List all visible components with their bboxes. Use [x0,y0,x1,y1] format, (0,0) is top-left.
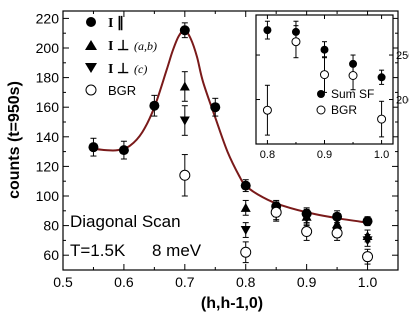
x-axis-label: (h,h-1,0) [201,295,263,312]
legend-marker-up-triangle [85,40,97,50]
data-point-filled-circle [149,100,160,111]
legend-label-bgr: BGR [108,83,136,98]
inset-legend-marker-filled-circle [317,90,325,98]
data-point-filled-circle [118,145,129,156]
data-point-open-circle [179,169,191,181]
x-tick-label: 0.7 [175,274,195,290]
y-tick-label: 60 [43,247,59,263]
annotation-energy: 8 meV [152,241,202,260]
x-tick-label: 0.8 [236,274,256,290]
data-point-open-circle [362,251,374,263]
x-tick-label: 0.5 [53,274,73,290]
inset-data-point-open-circle [348,70,358,80]
inset-legend-label-bgr: BGR [331,103,357,117]
data-point-filled-circle [362,216,373,227]
inset-axis-ticks: 0.8 0.9 1.0 200 250 [256,15,409,161]
inset-x-tick-label: 1.0 [374,149,389,161]
fit-curve [93,29,368,224]
data-point-filled-circle [240,180,251,191]
inset-legend: Sum SF BGR [316,87,374,117]
y-axis-label: counts (t=950s) [6,81,23,199]
legend-marker-open-circle [85,84,97,96]
y-tick-label: 180 [36,70,60,86]
data-point-open-circle [240,246,252,258]
y-tick-label: 200 [36,40,60,56]
inset-data-point-filled-circle [263,26,272,35]
inset-legend-label-sum-sf: Sum SF [331,87,374,101]
legend-suffix-c: (c) [134,62,147,76]
data-point-open-circle [301,226,313,238]
inset-data-point-open-circle [291,37,301,47]
inset-data-point-filled-circle [320,45,329,54]
inset-legend-marker-open-circle [316,105,326,115]
inset-data-point-open-circle [262,105,272,115]
legend-marker-filled-circle [86,17,96,27]
y-tick-label: 80 [43,218,59,234]
legend-suffix-ab: (a,b) [134,39,157,53]
annotation-temperature: T=1.5K [70,241,126,260]
y-tick-label: 160 [36,99,60,115]
main-axis-ticks: 0.5 0.6 0.7 0.8 0.9 1.0 60 80 100 120 140 160 180 200… [36,10,398,290]
annotation-scan: Diagonal Scan [70,212,181,231]
legend-label-i-parallel: I ∥ [108,15,124,31]
legend-label-i-perp-c: I ⊥ [108,62,129,77]
data-point-down-triangle [362,236,373,246]
y-tick-label: 220 [36,10,60,26]
legend-label-i-perp-ab: I ⊥ [108,39,129,54]
main-data-marks [88,22,374,265]
y-tick-label: 100 [36,188,60,204]
legend-marker-down-triangle [85,63,97,73]
inset-plot-frame [255,14,394,145]
data-point-down-triangle [179,116,190,126]
inset-y-tick-label: 250 [396,50,409,62]
data-point-up-triangle [240,202,251,212]
y-tick-label: 140 [36,129,60,145]
inset-y-tick-label: 200 [396,95,409,107]
data-point-filled-circle [88,142,99,153]
data-point-down-triangle [301,214,312,224]
inset-data-point-open-circle [377,114,387,124]
main-legend: I ∥ I ⊥ (a,b) I ⊥ (c) BGR [85,15,157,98]
fit-curve-group [93,29,368,224]
y-tick-label: 120 [36,158,60,174]
inset-data-point-filled-circle [377,73,386,82]
data-point-up-triangle [179,81,190,91]
main-plot-frame [62,10,399,271]
x-tick-label: 0.9 [297,274,317,290]
inset-data-point-open-circle [320,70,329,80]
data-point-open-circle [270,206,282,218]
data-point-filled-circle [210,102,221,113]
data-point-open-circle [331,227,343,239]
data-point-filled-circle [332,211,343,222]
data-point-down-triangle [240,226,251,236]
inset-data-marks [262,20,387,138]
x-tick-label: 0.6 [114,274,134,290]
x-tick-label: 1.0 [358,274,378,290]
inset-x-tick-label: 0.8 [260,149,275,161]
data-point-filled-circle [179,25,190,36]
inset-x-tick-label: 0.9 [317,149,332,161]
